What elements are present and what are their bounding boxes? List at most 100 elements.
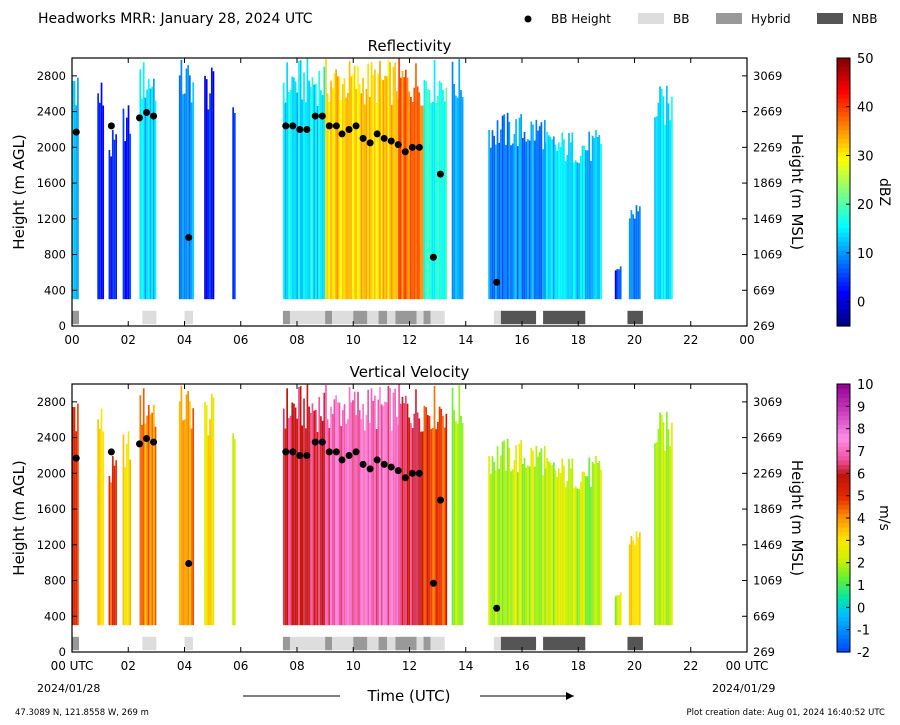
echo-column: [505, 470, 507, 626]
echo-column: [370, 388, 373, 626]
echo-column: [585, 476, 587, 626]
echo-column: [598, 461, 601, 626]
echo-column: [554, 144, 557, 300]
echo-column: [558, 468, 560, 626]
echo-column: [293, 77, 295, 300]
bb-height-point: [325, 448, 333, 456]
echo-column: [178, 75, 181, 300]
echo-column: [154, 100, 157, 300]
echo-column: [546, 131, 548, 300]
echo-column: [321, 420, 324, 626]
bb-height-point: [150, 112, 158, 120]
echo-column: [124, 141, 126, 300]
y-tick-label-right: 269: [753, 645, 775, 659]
colorbar-step: [837, 80, 850, 86]
echo-column: [458, 385, 461, 626]
bb-height-point: [311, 112, 319, 120]
echo-column: [418, 418, 421, 626]
echo-column: [382, 406, 385, 626]
bb-height-point: [136, 440, 143, 448]
echo-column: [182, 420, 184, 626]
echo-column: [506, 112, 509, 300]
echo-column: [370, 62, 373, 300]
x-tick-label: 00: [64, 333, 79, 347]
colorbar-step: [837, 75, 850, 81]
colorbar-tick-label: 20: [857, 198, 874, 213]
echo-column: [433, 59, 436, 300]
echo-column: [505, 144, 507, 300]
echo-column: [323, 392, 326, 626]
echo-column: [234, 438, 236, 626]
echo-column: [362, 77, 364, 300]
colorbar-step: [837, 495, 850, 501]
echo-column: [380, 78, 383, 300]
echo-column: [286, 388, 288, 626]
echo-column: [510, 471, 512, 626]
echo-column: [456, 423, 459, 626]
bb-height-point: [394, 141, 402, 149]
echo-column: [122, 108, 125, 300]
legend-label: Hybrid: [751, 12, 791, 26]
echo-column: [515, 119, 517, 300]
colorbar-step: [837, 111, 850, 117]
echo-column: [413, 87, 416, 300]
echo-column: [423, 79, 426, 300]
echo-column: [315, 83, 317, 300]
colorbar-step: [837, 611, 850, 617]
echo-column: [204, 401, 206, 626]
echo-column: [527, 139, 529, 300]
echo-column: [330, 406, 332, 626]
echo-column: [308, 406, 310, 626]
echo-column: [284, 102, 287, 300]
echo-column: [616, 269, 619, 300]
echo-column: [377, 399, 380, 626]
echo-column: [461, 97, 464, 300]
echo-column: [556, 476, 558, 626]
echo-column: [309, 412, 312, 626]
echo-column: [530, 121, 533, 300]
echo-column: [566, 154, 569, 300]
x-tick-label: 08: [289, 659, 304, 673]
colorbar-step: [837, 468, 850, 474]
bb-type-segment: [430, 636, 445, 651]
echo-column: [102, 431, 105, 626]
echo-column: [500, 455, 502, 626]
echo-column: [666, 411, 668, 626]
echo-column: [596, 136, 599, 300]
echo-column: [411, 428, 414, 626]
bb-type-segment: [627, 310, 643, 325]
echo-column: [493, 461, 495, 626]
bb-height-point: [415, 143, 423, 151]
colorbar: -2 -1 0 1 2 3 4 5 6 7 8 9 10 m/s: [836, 378, 892, 661]
colorbar-step: [837, 419, 850, 425]
echo-column: [348, 387, 351, 626]
echo-column: [542, 149, 544, 300]
x-tick-label: 10: [346, 659, 361, 673]
echo-column: [540, 122, 543, 300]
echo-column: [232, 433, 234, 626]
echo-column: [306, 58, 309, 300]
echo-column: [532, 124, 534, 300]
y-tick-label: 2400: [37, 105, 66, 119]
echo-column: [657, 428, 660, 626]
echo-column: [579, 481, 582, 626]
colorbar-step: [837, 384, 850, 390]
echo-column: [347, 419, 349, 626]
echo-column: [325, 58, 327, 300]
colorbar-step: [837, 397, 850, 403]
colorbar-step: [837, 500, 850, 506]
colorbar-step: [837, 209, 850, 215]
bb-type-segment: [367, 310, 379, 325]
start-date: 2024/01/28: [37, 682, 100, 695]
echo-column: [660, 414, 663, 626]
echo-column: [600, 470, 602, 626]
echo-column: [375, 428, 378, 626]
echo-column: [149, 88, 152, 300]
colorbar-step: [837, 102, 850, 108]
colorbar-step: [837, 147, 850, 153]
bb-height-point: [352, 122, 360, 130]
echo-column: [657, 102, 660, 300]
echo-column: [360, 93, 363, 300]
echo-column: [561, 132, 564, 300]
echo-column: [350, 76, 353, 300]
